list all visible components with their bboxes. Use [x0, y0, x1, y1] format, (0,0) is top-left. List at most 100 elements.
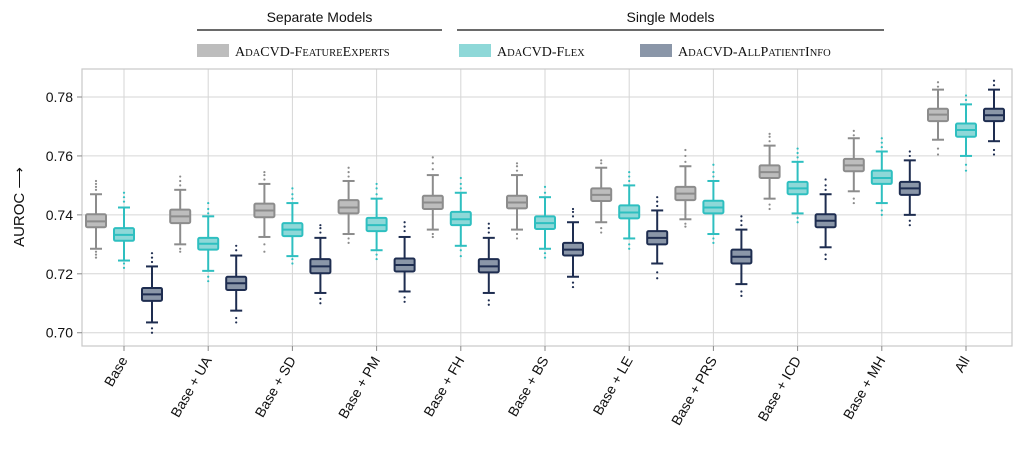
- box-1-9: [870, 137, 893, 216]
- flier-point: [515, 237, 519, 240]
- flier-point: [543, 252, 547, 255]
- flier-point: [880, 213, 883, 216]
- box-1-10: [955, 94, 977, 172]
- flier-point: [179, 247, 182, 250]
- legend-swatch: [640, 44, 672, 57]
- flier-point: [431, 235, 434, 239]
- flier-point: [768, 135, 771, 138]
- flier-point: [291, 187, 294, 190]
- box-1-8: [786, 147, 809, 224]
- flier-point: [992, 84, 996, 87]
- flier-point: [515, 165, 519, 168]
- box-1-0: [113, 191, 135, 270]
- flier-point: [936, 153, 940, 156]
- flier-point: [122, 196, 126, 199]
- flier-point: [796, 151, 799, 155]
- flier-point: [543, 191, 547, 194]
- flier-point: [207, 201, 210, 205]
- flier-point: [94, 179, 98, 183]
- flier-point: [235, 244, 238, 247]
- flier-point: [768, 203, 771, 206]
- plot-frame: [81, 68, 1013, 347]
- flier-point: [291, 257, 294, 261]
- box-0-3: [337, 166, 360, 244]
- flier-point: [600, 231, 603, 234]
- flier-point: [712, 241, 715, 244]
- flier-point: [235, 321, 238, 324]
- flier-point: [936, 147, 940, 150]
- flier-point: [375, 257, 378, 261]
- flier-point: [880, 145, 883, 149]
- flier-point: [824, 184, 827, 187]
- flier-point: [375, 193, 378, 196]
- flier-point: [431, 168, 434, 171]
- x-tick-label: Base + LE: [589, 354, 635, 418]
- flier-point: [908, 150, 911, 153]
- flier-point: [207, 207, 210, 211]
- legend-label: ADACVD-FLEX: [497, 45, 585, 60]
- flier-point: [487, 222, 490, 225]
- flier-point: [403, 221, 406, 224]
- flier-point: [207, 212, 210, 215]
- legend-swatch: [459, 44, 491, 57]
- box-0-1: [169, 175, 192, 253]
- flier-point: [263, 171, 266, 174]
- box-2-5: [562, 207, 584, 289]
- flier-point: [319, 231, 322, 234]
- flier-point: [908, 154, 911, 158]
- flier-point: [656, 271, 659, 274]
- flier-point: [628, 171, 631, 174]
- x-tick-label: Base + PRS: [668, 354, 720, 428]
- flier-point: [740, 290, 743, 293]
- flier-point: [852, 197, 855, 200]
- box-1-4: [449, 176, 472, 258]
- flier-point: [740, 219, 743, 222]
- flier-point: [740, 294, 743, 298]
- box-1-7: [702, 163, 725, 244]
- flier-point: [487, 231, 490, 234]
- flier-point: [179, 250, 182, 253]
- legend-label: ADACVD-FEATUREEXPERTS: [235, 45, 390, 60]
- flier-point: [94, 250, 98, 253]
- flier-point: [571, 285, 575, 289]
- flier-point: [712, 163, 715, 166]
- legend: ADACVD-FEATUREEXPERTS ADACVD-FLEX ADACVD-A…: [197, 44, 831, 60]
- flier-point: [964, 163, 968, 166]
- flier-point: [796, 221, 799, 224]
- flier-point: [824, 178, 827, 181]
- flier-point: [487, 299, 490, 302]
- flier-point: [992, 79, 996, 82]
- flier-point: [319, 224, 322, 227]
- flier-point: [628, 247, 631, 250]
- box-layer: [85, 79, 1005, 334]
- flier-point: [403, 300, 406, 303]
- box-1-6: [618, 171, 641, 250]
- flier-point: [94, 188, 98, 191]
- flier-point: [179, 175, 182, 178]
- flier-point: [375, 187, 378, 190]
- x-tick-label: Base + FH: [420, 354, 467, 420]
- legend-label: ADACVD-ALLPATIENTINFO: [678, 45, 831, 60]
- flier-point: [656, 196, 659, 199]
- x-tick-label: Base + SD: [251, 354, 299, 420]
- flier-point: [600, 159, 603, 162]
- y-tick-label: 0.72: [46, 266, 73, 282]
- flier-point: [936, 81, 940, 84]
- flier-point: [263, 178, 266, 181]
- flier-point: [263, 173, 266, 177]
- flier-point: [852, 129, 855, 132]
- flier-point: [571, 281, 575, 284]
- flier-point: [431, 162, 434, 165]
- flier-point: [964, 94, 968, 97]
- flier-point: [319, 302, 322, 305]
- flier-point: [740, 215, 743, 218]
- flier-point: [235, 316, 238, 320]
- x-tick-label: All: [951, 354, 973, 375]
- flier-point: [852, 201, 855, 205]
- flier-point: [459, 182, 462, 186]
- flier-point: [459, 187, 462, 190]
- flier-point: [347, 175, 350, 178]
- flier-point: [515, 162, 519, 165]
- flier-point: [263, 250, 266, 253]
- flier-point: [122, 191, 126, 194]
